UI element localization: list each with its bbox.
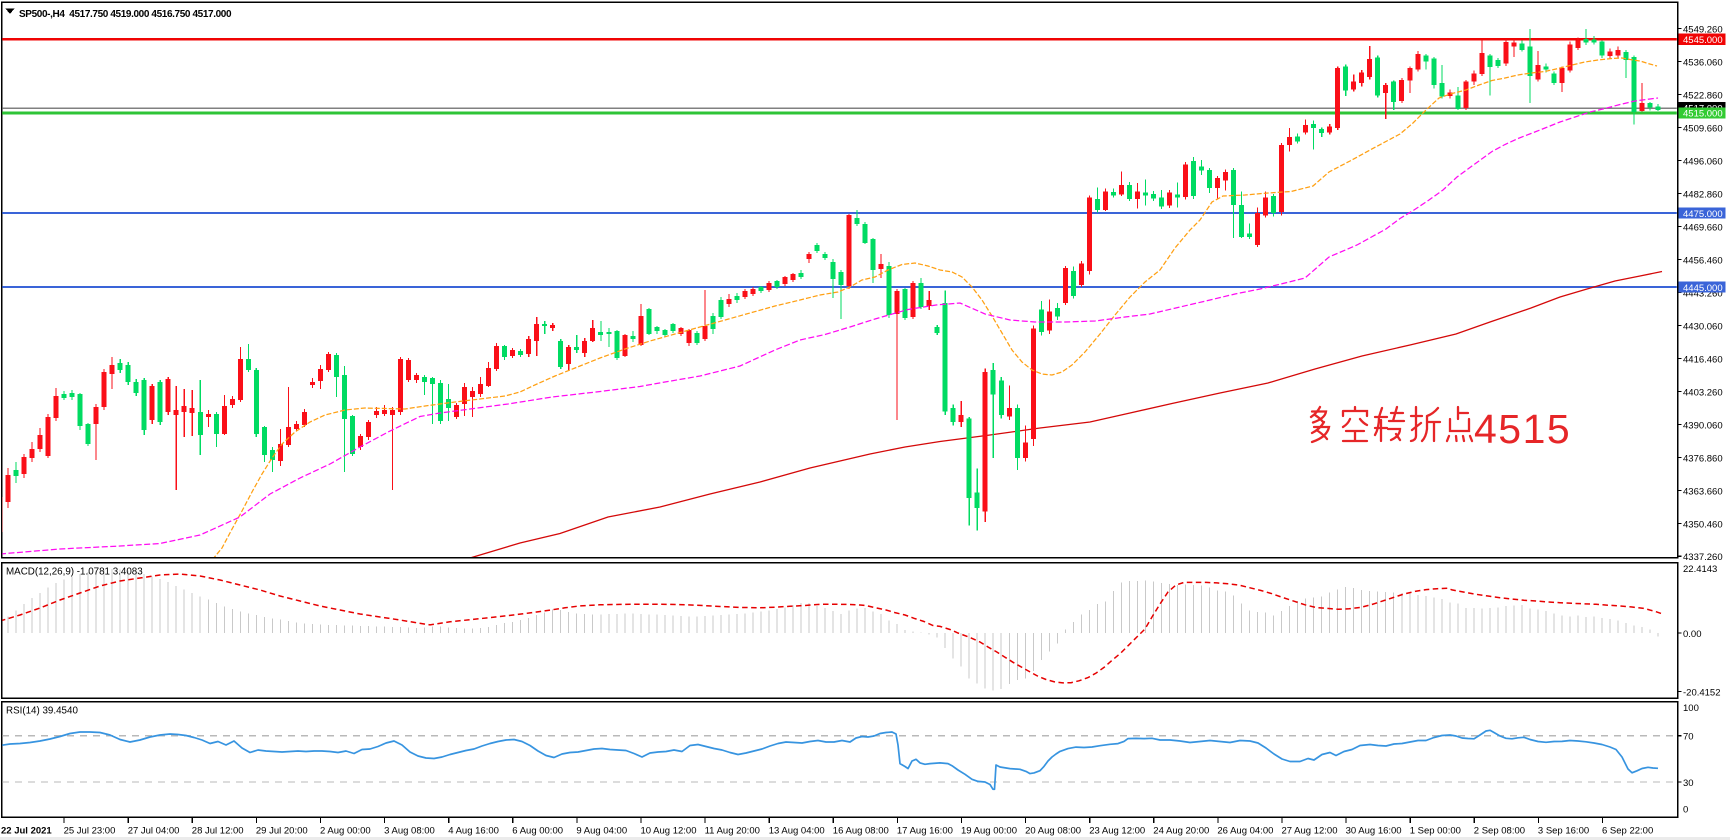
- svg-text:4482.860: 4482.860: [1683, 189, 1723, 200]
- svg-text:4403.260: 4403.260: [1683, 387, 1723, 398]
- svg-text:6 Aug 00:00: 6 Aug 00:00: [512, 826, 563, 837]
- svg-text:26 Aug 04:00: 26 Aug 04:00: [1217, 826, 1273, 837]
- svg-text:29 Jul 20:00: 29 Jul 20:00: [256, 826, 308, 837]
- svg-text:24 Aug 20:00: 24 Aug 20:00: [1153, 826, 1209, 837]
- svg-text:13 Aug 04:00: 13 Aug 04:00: [769, 826, 825, 837]
- svg-text:2 Sep 08:00: 2 Sep 08:00: [1474, 826, 1525, 837]
- svg-text:70: 70: [1683, 732, 1694, 743]
- svg-text:4363.660: 4363.660: [1683, 486, 1723, 497]
- svg-text:4456.460: 4456.460: [1683, 255, 1723, 266]
- svg-text:3 Sep 16:00: 3 Sep 16:00: [1538, 826, 1589, 837]
- svg-text:2 Aug 00:00: 2 Aug 00:00: [320, 826, 371, 837]
- svg-text:30 Aug 16:00: 30 Aug 16:00: [1346, 826, 1402, 837]
- svg-text:SP500-,H4 4517.750 4519.000 4: SP500-,H4 4517.750 4519.000 4516.750 451…: [19, 9, 232, 20]
- svg-text:27 Aug 12:00: 27 Aug 12:00: [1282, 826, 1338, 837]
- svg-text:11 Aug 20:00: 11 Aug 20:00: [705, 826, 760, 837]
- svg-text:4509.660: 4509.660: [1683, 123, 1723, 134]
- svg-text:4390.060: 4390.060: [1683, 420, 1723, 431]
- svg-text:4350.460: 4350.460: [1683, 519, 1723, 530]
- svg-text:-20.4152: -20.4152: [1683, 687, 1721, 698]
- svg-text:4443.260: 4443.260: [1683, 288, 1723, 299]
- svg-text:10 Aug 12:00: 10 Aug 12:00: [641, 826, 697, 837]
- svg-text:30: 30: [1683, 778, 1694, 789]
- svg-text:4515: 4515: [1474, 406, 1571, 452]
- svg-text:4445.000: 4445.000: [1683, 283, 1723, 294]
- svg-text:3 Aug 08:00: 3 Aug 08:00: [384, 826, 435, 837]
- svg-text:100: 100: [1683, 703, 1699, 714]
- svg-text:4515.000: 4515.000: [1683, 109, 1723, 120]
- svg-text:4545.000: 4545.000: [1683, 35, 1723, 46]
- svg-text:1 Sep 00:00: 1 Sep 00:00: [1410, 826, 1461, 837]
- svg-text:9 Aug 04:00: 9 Aug 04:00: [576, 826, 627, 837]
- svg-text:4469.660: 4469.660: [1683, 222, 1723, 233]
- svg-text:4430.060: 4430.060: [1683, 321, 1723, 332]
- svg-text:6 Sep 22:00: 6 Sep 22:00: [1602, 826, 1653, 837]
- svg-text:4 Aug 16:00: 4 Aug 16:00: [448, 826, 499, 837]
- svg-text:16 Aug 08:00: 16 Aug 08:00: [833, 826, 889, 837]
- svg-text:4475.000: 4475.000: [1683, 209, 1723, 220]
- svg-text:4522.860: 4522.860: [1683, 90, 1723, 101]
- svg-text:0: 0: [1683, 805, 1688, 816]
- svg-text:27 Jul 04:00: 27 Jul 04:00: [128, 826, 180, 837]
- svg-text:4337.260: 4337.260: [1683, 552, 1723, 563]
- svg-text:4416.460: 4416.460: [1683, 354, 1723, 365]
- svg-text:22.4143: 22.4143: [1683, 564, 1717, 575]
- svg-text:19 Aug 00:00: 19 Aug 00:00: [961, 826, 1017, 837]
- svg-text:25 Jul 23:00: 25 Jul 23:00: [64, 826, 116, 837]
- svg-text:28 Jul 12:00: 28 Jul 12:00: [192, 826, 244, 837]
- svg-text:4536.060: 4536.060: [1683, 57, 1723, 68]
- svg-text:4376.860: 4376.860: [1683, 453, 1723, 464]
- svg-text:0.00: 0.00: [1683, 629, 1702, 640]
- svg-text:17 Aug 16:00: 17 Aug 16:00: [897, 826, 953, 837]
- svg-text:4549.260: 4549.260: [1683, 24, 1723, 35]
- svg-text:22 Jul 2021: 22 Jul 2021: [1, 826, 52, 837]
- svg-text:RSI(14) 39.4540: RSI(14) 39.4540: [6, 706, 78, 717]
- svg-text:20 Aug 08:00: 20 Aug 08:00: [1025, 826, 1081, 837]
- svg-text:23 Aug 12:00: 23 Aug 12:00: [1089, 826, 1145, 837]
- svg-text:4496.060: 4496.060: [1683, 156, 1723, 167]
- svg-text:MACD(12,26,9) -1.0781 3.4083: MACD(12,26,9) -1.0781 3.4083: [6, 567, 143, 578]
